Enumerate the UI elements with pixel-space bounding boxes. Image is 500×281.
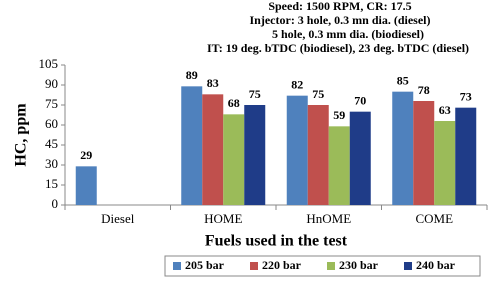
x-tick-label: COME bbox=[415, 211, 453, 226]
x-tick-label: Diesel bbox=[101, 211, 135, 226]
y-axis-label: HC, ppm bbox=[13, 103, 30, 167]
value-label: 89 bbox=[186, 68, 198, 82]
bar bbox=[349, 111, 371, 205]
bar bbox=[307, 105, 329, 205]
legend-label: 220 bar bbox=[262, 258, 302, 272]
bar bbox=[75, 166, 97, 205]
y-tick-label: 30 bbox=[45, 156, 58, 171]
x-tick-label: HOME bbox=[204, 211, 242, 226]
annotation: 5 hole, 0.3 mm dia. (biodiesel) bbox=[272, 27, 424, 41]
bar bbox=[181, 86, 203, 205]
value-label: 59 bbox=[333, 108, 345, 122]
legend-swatch bbox=[250, 262, 258, 270]
value-label: 78 bbox=[418, 83, 430, 97]
bar bbox=[413, 101, 435, 205]
legend-label: 205 bar bbox=[185, 258, 225, 272]
legend-swatch bbox=[404, 262, 412, 270]
value-label: 70 bbox=[354, 93, 366, 107]
value-label: 75 bbox=[312, 87, 324, 101]
y-tick-label: 105 bbox=[39, 56, 59, 71]
bar bbox=[202, 94, 224, 205]
y-tick-label: 60 bbox=[45, 116, 58, 131]
bar bbox=[223, 114, 245, 205]
bar bbox=[434, 121, 456, 205]
y-tick-label: 0 bbox=[52, 196, 59, 211]
value-label: 68 bbox=[228, 96, 240, 110]
value-label: 63 bbox=[439, 103, 451, 117]
annotation: Speed: 1500 RPM, CR: 17.5 bbox=[268, 0, 411, 13]
legend-label: 230 bar bbox=[339, 258, 379, 272]
bar bbox=[392, 91, 414, 205]
value-label: 82 bbox=[291, 77, 303, 91]
x-axis-label: Fuels used in the test bbox=[205, 233, 348, 250]
bar bbox=[455, 107, 477, 205]
x-tick-label: HnOME bbox=[306, 211, 351, 226]
value-label: 85 bbox=[397, 73, 409, 87]
bar bbox=[286, 95, 308, 205]
bar bbox=[328, 126, 350, 205]
value-label: 75 bbox=[249, 87, 261, 101]
y-tick-label: 90 bbox=[45, 76, 58, 91]
value-label: 73 bbox=[460, 89, 472, 103]
value-label: 83 bbox=[207, 76, 219, 90]
legend-swatch bbox=[327, 262, 335, 270]
y-tick-label: 75 bbox=[45, 96, 58, 111]
y-tick-label: 45 bbox=[45, 136, 58, 151]
y-tick-label: 15 bbox=[45, 176, 58, 191]
value-label: 29 bbox=[80, 148, 92, 162]
legend-swatch bbox=[173, 262, 181, 270]
legend-label: 240 bar bbox=[416, 258, 456, 272]
bar bbox=[244, 105, 266, 205]
annotation: Injector: 3 hole, 0.3 mn dia. (diesel) bbox=[250, 13, 431, 27]
legend-box bbox=[164, 255, 481, 277]
annotation: IT: 19 deg. bTDC (biodiesel), 23 deg. bT… bbox=[207, 41, 469, 55]
